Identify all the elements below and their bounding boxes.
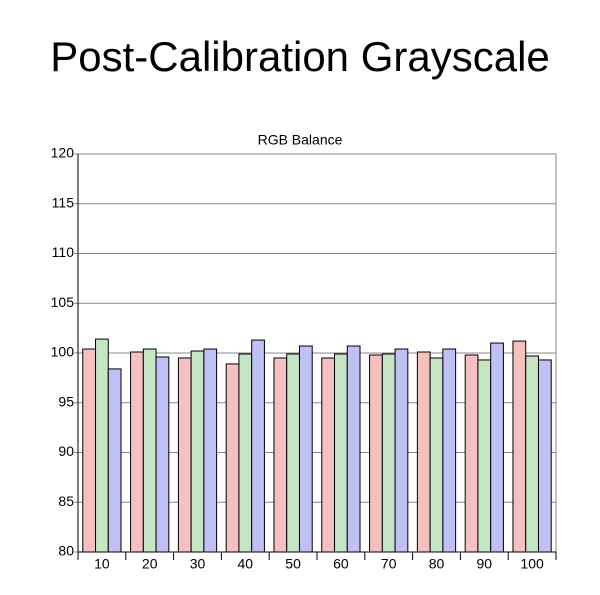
bar xyxy=(525,355,539,553)
bar xyxy=(142,348,157,553)
y-tick-label: 100 xyxy=(51,344,75,360)
x-tick-label: 20 xyxy=(142,556,158,572)
bar xyxy=(490,342,504,553)
bar xyxy=(298,345,313,553)
bar xyxy=(251,339,265,553)
y-tick-label: 115 xyxy=(52,194,75,210)
bar xyxy=(177,357,192,553)
bar xyxy=(286,353,300,553)
chart-subtitle: RGB Balance xyxy=(258,132,343,148)
bar xyxy=(334,353,348,553)
x-tick-label: 40 xyxy=(238,556,254,572)
y-tick-label: 90 xyxy=(58,443,74,459)
y-tick-label: 85 xyxy=(58,493,74,509)
bar xyxy=(130,351,144,553)
bar xyxy=(82,348,97,553)
bar xyxy=(273,357,288,553)
bar xyxy=(537,359,552,553)
bar xyxy=(394,348,409,553)
chart-title: Post-Calibration Grayscale xyxy=(50,33,550,80)
bar xyxy=(155,356,170,553)
y-tick-label: 120 xyxy=(51,145,75,161)
bar xyxy=(429,357,444,553)
bar xyxy=(369,354,383,553)
y-tick-label: 110 xyxy=(52,244,75,260)
bar xyxy=(464,354,479,553)
x-tick-label: 60 xyxy=(333,556,349,572)
bar xyxy=(238,353,253,553)
bar xyxy=(95,338,109,553)
bar xyxy=(203,348,218,553)
bar xyxy=(512,340,527,553)
bar xyxy=(442,348,457,553)
y-tick-label: 105 xyxy=(51,294,75,310)
bar xyxy=(190,350,205,553)
bar xyxy=(107,368,122,553)
bar xyxy=(346,345,361,553)
bar xyxy=(381,353,396,553)
x-tick-label: 30 xyxy=(190,556,206,572)
y-tick-label: 95 xyxy=(58,393,74,409)
bar xyxy=(477,359,492,553)
y-tick-label: 80 xyxy=(58,543,74,559)
x-tick-label: 100 xyxy=(520,556,544,572)
bar xyxy=(225,363,240,553)
x-tick-label: 80 xyxy=(429,556,445,572)
x-tick-label: 10 xyxy=(94,556,110,572)
x-tick-label: 70 xyxy=(381,556,397,572)
bar xyxy=(321,357,336,553)
x-tick-label: 90 xyxy=(477,556,493,572)
x-tick-label: 50 xyxy=(285,556,301,572)
bar xyxy=(416,351,431,553)
